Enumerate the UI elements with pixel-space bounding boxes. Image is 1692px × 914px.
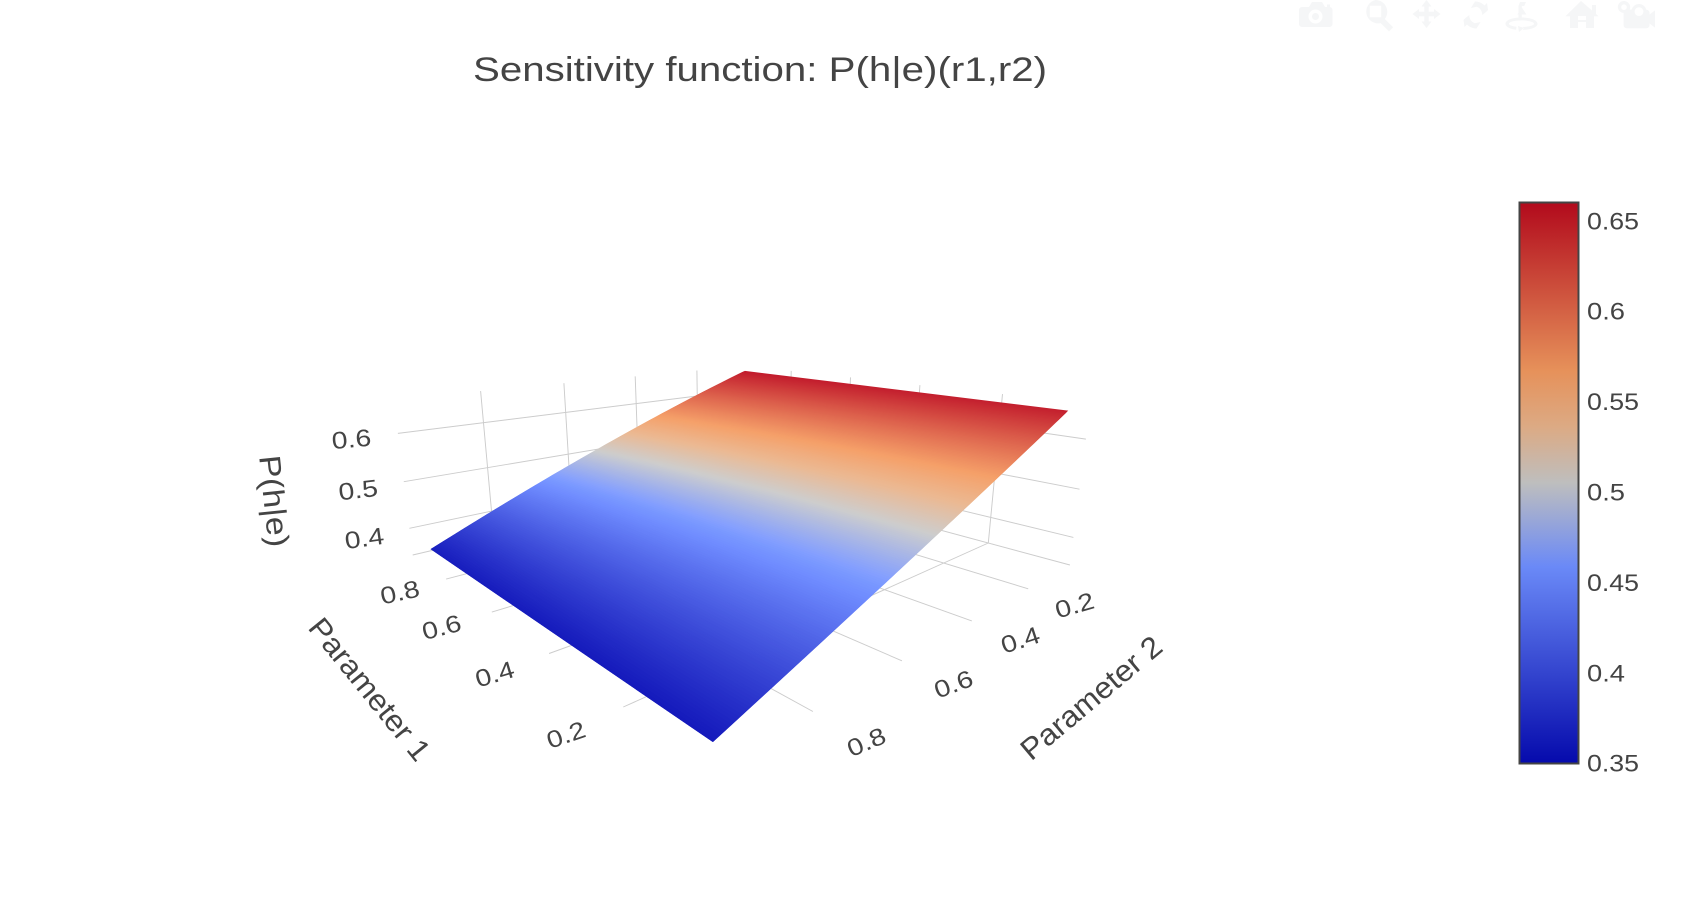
svg-text:0.6: 0.6 — [331, 425, 373, 455]
svg-text:0.55: 0.55 — [1587, 389, 1639, 416]
svg-text:0.35: 0.35 — [1587, 751, 1639, 778]
svg-text:0.65: 0.65 — [1587, 208, 1639, 235]
svg-text:0.6: 0.6 — [1587, 299, 1625, 326]
svg-text:0.5: 0.5 — [1587, 480, 1625, 507]
svg-text:0.45: 0.45 — [1587, 570, 1639, 597]
svg-text:0.4: 0.4 — [1587, 660, 1625, 687]
svg-text:0.5: 0.5 — [337, 475, 379, 506]
svg-text:Sensitivity function: P(h|e)(r: Sensitivity function: P(h|e)(r1,r2) — [473, 51, 1047, 89]
svg-text:0.4: 0.4 — [343, 523, 386, 555]
